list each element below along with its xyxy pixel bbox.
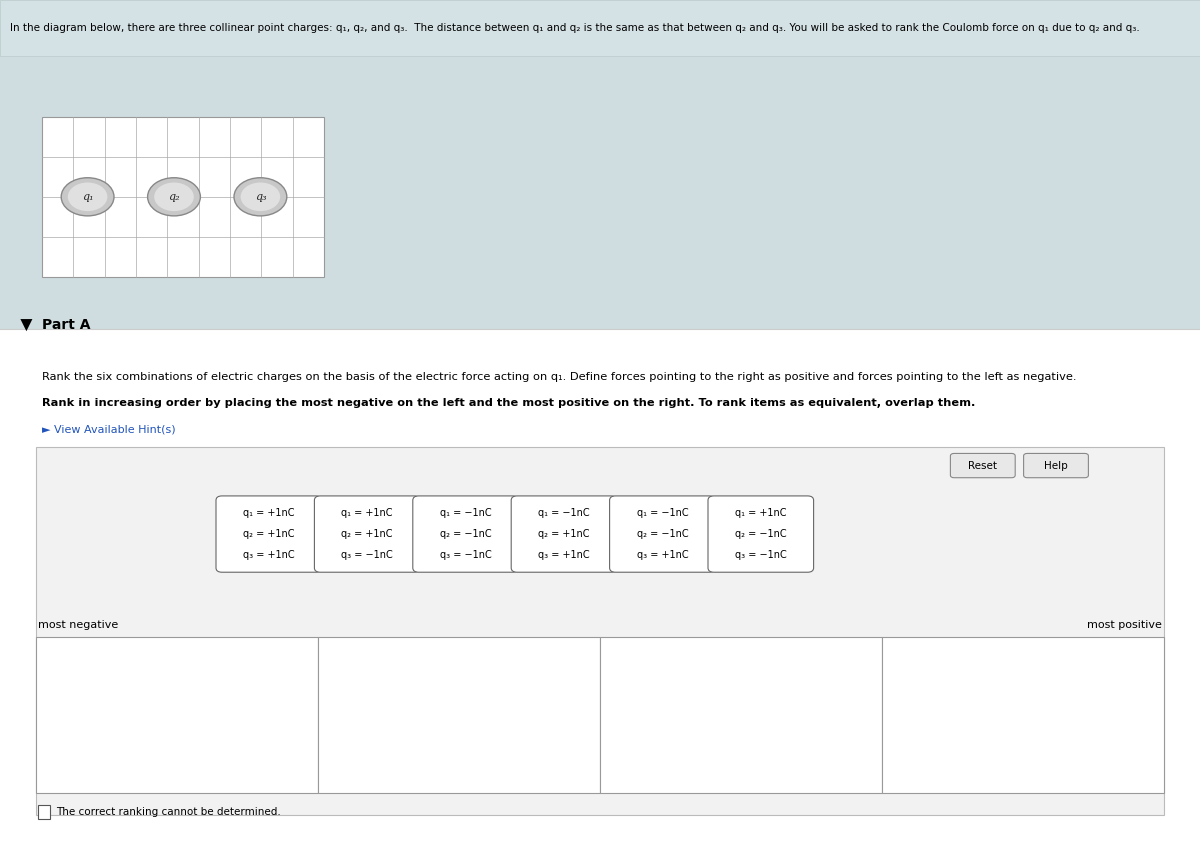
FancyBboxPatch shape [216,496,322,572]
Text: q₂ = −1nC: q₂ = −1nC [439,529,492,539]
Text: most positive: most positive [1087,620,1162,630]
Text: q₁ = −1nC: q₁ = −1nC [636,508,689,518]
Text: Rank the six combinations of electric charges on the basis of the electric force: Rank the six combinations of electric ch… [42,372,1076,382]
FancyBboxPatch shape [0,0,1200,108]
Text: q₁ = +1nC: q₁ = +1nC [244,508,294,518]
Text: q₂ = −1nC: q₂ = −1nC [636,529,689,539]
Text: q₂ = +1nC: q₂ = +1nC [539,529,589,539]
Text: ► View Available Hint(s): ► View Available Hint(s) [42,424,175,434]
Text: q₂ = +1nC: q₂ = +1nC [244,529,294,539]
Text: Help: Help [1044,460,1068,471]
Text: Rank in increasing order by placing the most negative on the left and the most p: Rank in increasing order by placing the … [42,398,976,408]
FancyBboxPatch shape [36,637,318,793]
FancyBboxPatch shape [1024,453,1088,478]
Text: q₃ = +1nC: q₃ = +1nC [636,551,689,560]
FancyBboxPatch shape [42,117,324,277]
Text: q₁: q₁ [82,192,94,202]
Text: q₃ = +1nC: q₃ = +1nC [242,551,295,560]
Text: q₂ = +1nC: q₂ = +1nC [342,529,392,539]
Text: q₂: q₂ [168,192,180,202]
Circle shape [61,178,114,216]
Circle shape [240,182,281,212]
Text: The correct ranking cannot be determined.: The correct ranking cannot be determined… [56,807,281,818]
FancyBboxPatch shape [882,637,1164,793]
Polygon shape [20,319,32,331]
Text: q₃ = −1nC: q₃ = −1nC [439,551,492,560]
Text: q₁ = −1nC: q₁ = −1nC [439,508,492,518]
Text: q₃ = −1nC: q₃ = −1nC [734,551,787,560]
FancyBboxPatch shape [600,637,882,793]
Text: Reset: Reset [968,460,997,471]
Text: most negative: most negative [38,620,119,630]
FancyBboxPatch shape [36,447,1164,815]
FancyBboxPatch shape [610,496,715,572]
FancyBboxPatch shape [0,329,1200,867]
FancyBboxPatch shape [950,453,1015,478]
Circle shape [154,182,194,212]
Text: q₃ = −1nC: q₃ = −1nC [341,551,394,560]
Text: In the diagram below, there are three collinear point charges: q₁, q₂, and q₃.  : In the diagram below, there are three co… [10,23,1139,33]
Text: q₂ = −1nC: q₂ = −1nC [734,529,787,539]
Text: q₁ = +1nC: q₁ = +1nC [736,508,786,518]
FancyBboxPatch shape [413,496,518,572]
Text: q₁ = −1nC: q₁ = −1nC [538,508,590,518]
Text: q₁ = +1nC: q₁ = +1nC [342,508,392,518]
FancyBboxPatch shape [0,56,1200,329]
Circle shape [234,178,287,216]
FancyBboxPatch shape [0,0,1200,56]
Text: q₃: q₃ [254,192,266,202]
Text: Part A: Part A [42,318,90,332]
FancyBboxPatch shape [511,496,617,572]
Circle shape [148,178,200,216]
FancyBboxPatch shape [708,496,814,572]
FancyBboxPatch shape [38,805,50,819]
FancyBboxPatch shape [314,496,420,572]
Text: q₃ = +1nC: q₃ = +1nC [538,551,590,560]
Circle shape [67,182,108,212]
FancyBboxPatch shape [318,637,600,793]
